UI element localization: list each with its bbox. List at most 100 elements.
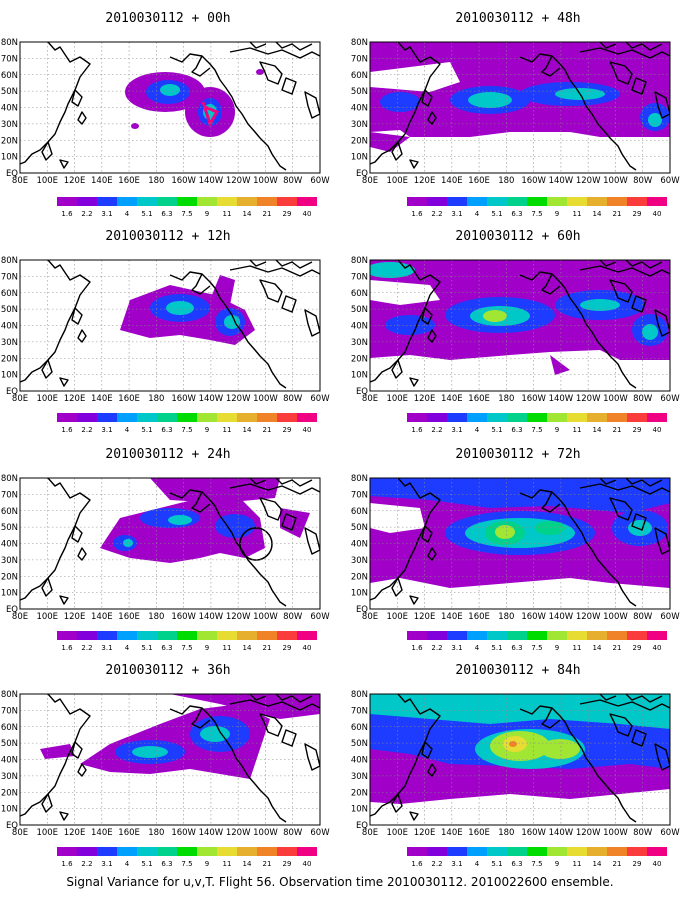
coastline: [20, 42, 320, 171]
colorbar-label: 40: [303, 860, 312, 868]
colorbar-label: 1.6: [411, 860, 423, 868]
coastline-segment: [71, 741, 83, 759]
panel-60h: 2010030112 + 60h 80E 100E 120E 140E 160E 180 1…: [351, 229, 680, 434]
graticule: [20, 694, 320, 825]
map-frame: [19, 259, 321, 392]
colorbar-swatch: [137, 197, 157, 206]
y-tick-label: 80N: [351, 38, 368, 48]
colorbar-swatch: [217, 631, 237, 640]
colorbar-label: 6.3: [161, 426, 172, 434]
colorbar-label: 4: [475, 210, 480, 218]
coastline-segment: [191, 273, 211, 295]
x-tick-label: 180: [148, 394, 164, 404]
colorbar-swatch: [647, 631, 667, 640]
coastline-segment: [59, 159, 69, 169]
graticule: [20, 42, 320, 173]
y-tick-label: 70N: [1, 272, 18, 282]
panel-12h: 2010030112 + 12h 80E 100E 120E 140E 160E 180 1…: [1, 229, 330, 434]
colorbar-swatch: [217, 847, 237, 856]
colorbar-swatch: [77, 413, 97, 422]
coastline-segment: [421, 307, 433, 325]
coastline-segment: [281, 729, 297, 747]
coastline: [20, 478, 320, 607]
x-tick-label: 100W: [603, 394, 628, 404]
panel-title: 2010030112 + 84h: [455, 663, 580, 678]
x-tick-label: 100W: [603, 176, 628, 186]
colorbar-label: 2.2: [431, 860, 442, 868]
x-tick-label: 60W: [310, 176, 330, 186]
coastline-segment: [259, 61, 283, 85]
x-tick-label: 80E: [12, 176, 28, 186]
x-tick-label: 140E: [441, 176, 463, 186]
map-frame: [369, 693, 671, 826]
y-tick-labels: EQ 10N 20N 30N 40N 50N 60N 70N 80N: [351, 474, 368, 615]
x-tick-label: 180: [498, 394, 514, 404]
x-tick-label: 160E: [118, 828, 140, 838]
colorbar: 1.6 2.2 3.1 4 5.1 6.3 7.5 9 11 14 21 29 40: [57, 631, 317, 652]
colorbar-label: 21: [263, 210, 272, 218]
y-tick-label: 60N: [1, 723, 18, 733]
colorbar-label: 2.2: [81, 210, 92, 218]
map-frame: [369, 41, 671, 174]
coastline-segment: [41, 793, 53, 813]
coastline-segment: [421, 89, 433, 107]
coastline-segment: [631, 729, 647, 747]
colorbar-label: 4: [475, 644, 480, 652]
x-tick-label: 80W: [633, 828, 653, 838]
y-tick-label: 20N: [1, 136, 18, 146]
coastline-segment: [259, 497, 283, 521]
colorbar-label: 2.2: [81, 860, 92, 868]
y-tick-label: EQ: [356, 821, 368, 831]
y-tick-label: 80N: [1, 38, 18, 48]
colorbar-label: 14: [593, 860, 602, 868]
colorbar-label: 5.1: [491, 426, 502, 434]
y-tick-label: 40N: [1, 756, 18, 766]
colorbar-swatch: [137, 631, 157, 640]
graticule: [20, 478, 320, 609]
y-tick-label: 40N: [1, 104, 18, 114]
colorbar-label: 29: [283, 860, 292, 868]
x-tick-labels: 80E 100E 120E 140E 160E 180 160W 140W 120W 100W 80…: [12, 612, 330, 622]
colorbar-swatch: [647, 847, 667, 856]
y-tick-label: 60N: [1, 71, 18, 81]
colorbar-swatch: [447, 197, 467, 206]
panel-title: 2010030112 + 12h: [105, 229, 230, 244]
x-tick-label: 120E: [414, 176, 436, 186]
x-tick-label: 160E: [468, 176, 490, 186]
map-frame: [19, 477, 321, 610]
coastline-segment: [409, 159, 419, 169]
y-tick-label: 50N: [1, 739, 18, 749]
coastline-segment: [541, 491, 561, 513]
y-tick-label: EQ: [6, 387, 18, 397]
x-tick-label: 160W: [521, 394, 546, 404]
y-tick-label: 20N: [1, 788, 18, 798]
colorbar-swatch: [467, 847, 487, 856]
x-tick-label: 120E: [64, 176, 86, 186]
colorbar-label: 14: [593, 426, 602, 434]
coastline-segment: [304, 91, 320, 119]
y-tick-label: 70N: [351, 272, 368, 282]
colorbar-swatch: [97, 413, 117, 422]
colorbar-label: 5.1: [141, 426, 152, 434]
colorbar-swatch: [547, 413, 567, 422]
colorbar-swatch: [257, 847, 277, 856]
x-tick-label: 60W: [660, 612, 680, 622]
coastline: [20, 260, 320, 389]
coastline-segment: [427, 111, 437, 125]
x-tick-label: 140E: [441, 612, 463, 622]
coastline-segment: [409, 377, 419, 387]
colorbar-label: 1.6: [411, 210, 423, 218]
colorbar-label: 7.5: [181, 210, 192, 218]
x-tick-labels: 80E 100E 120E 140E 160E 180 160W 140W 120W 100W 80…: [12, 828, 330, 838]
x-tick-label: 160W: [171, 612, 196, 622]
graticule: [370, 42, 670, 173]
colorbar-label: 14: [243, 644, 252, 652]
coastline-segment: [304, 309, 320, 337]
colorbar-swatch: [77, 197, 97, 206]
colorbar-swatch: [197, 847, 217, 856]
graticule: [20, 260, 320, 391]
coastline-segment: [609, 713, 633, 737]
colorbar-swatch: [257, 631, 277, 640]
colorbar-label: 7.5: [531, 210, 542, 218]
coastline-segment: [229, 265, 320, 277]
